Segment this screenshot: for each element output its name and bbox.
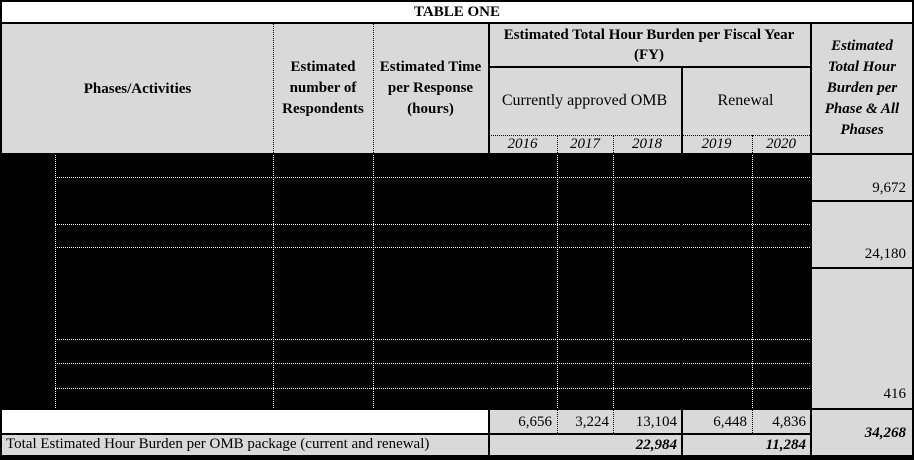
- grid-line: [613, 135, 614, 155]
- grid-line: [752, 135, 753, 155]
- table-outer-border-left: [0, 0, 2, 460]
- grid-line: [613, 155, 614, 410]
- grid-line: [557, 410, 558, 433]
- grid-line: [557, 155, 558, 410]
- column-header-respondents: Estimated number of Respondents: [282, 59, 364, 117]
- phase-total-value-2: 24,180: [864, 246, 906, 262]
- redacted-content-region: [2, 155, 810, 410]
- year-header-2016: 2016: [507, 136, 538, 152]
- grid-line: [55, 339, 810, 340]
- year-header-2017: 2017: [570, 136, 600, 152]
- package-total-label: Total Estimated Hour Burden per OMB pack…: [6, 436, 430, 452]
- grid-line: [273, 24, 274, 155]
- table-outer-border-top: [0, 0, 914, 2]
- current-package-total: 22,984: [635, 437, 677, 453]
- fy-burden-line2: (FY): [634, 47, 664, 63]
- grid-line: [273, 155, 274, 410]
- grid-line: [55, 388, 810, 389]
- renewal-package-total: 11,284: [765, 437, 806, 453]
- year-header-2019: 2019: [701, 136, 732, 152]
- border-line: [810, 22, 812, 456]
- group-header-currently-approved: Currently approved OMB: [501, 91, 668, 109]
- column-header-phase-total: Estimated Total Hour Burden per Phase & …: [824, 38, 900, 138]
- column-header-time-per-response: Estimated Time per Response (hours): [379, 59, 482, 117]
- grid-line: [373, 24, 374, 155]
- border-line: [2, 153, 912, 155]
- border-line: [2, 22, 912, 24]
- border-line: [488, 22, 490, 456]
- grid-line: [55, 247, 810, 248]
- table-title: TABLE ONE: [414, 4, 500, 20]
- grid-line: [55, 155, 56, 410]
- column-header-fy-burden: Estimated Total Hour Burden per Fiscal Y…: [490, 24, 808, 66]
- border-line: [488, 66, 810, 68]
- column-header-phases: Phases/Activities: [83, 80, 192, 97]
- grid-line: [557, 135, 558, 155]
- fy-total-2017: 3,224: [575, 413, 609, 430]
- grid-line: [55, 177, 810, 178]
- grid-line: [752, 155, 753, 410]
- border-line: [2, 408, 912, 410]
- header-background: [2, 22, 912, 155]
- grid-line: [613, 410, 614, 433]
- table-outer-border-bottom: [0, 455, 914, 460]
- fy-total-2019: 6,448: [713, 413, 747, 430]
- phase-total-value-3: 416: [883, 386, 907, 402]
- package-row-background: [2, 433, 810, 456]
- border-line: [812, 200, 912, 202]
- year-header-2020: 2020: [766, 136, 796, 152]
- group-header-renewal: Renewal: [717, 91, 774, 109]
- border-line: [2, 433, 810, 435]
- phase-total-value-1: 9,672: [872, 180, 906, 196]
- fy-total-2016: 6,656: [518, 413, 552, 430]
- fy-total-2018: 13,104: [635, 413, 677, 430]
- border-line: [812, 267, 912, 269]
- grid-line: [55, 363, 810, 364]
- phase-total-column-background: [812, 155, 912, 456]
- totals-row-empty-cell: [2, 410, 488, 433]
- all-phases-grand-total: 34,268: [864, 425, 906, 441]
- grid-line: [488, 135, 810, 136]
- fy-total-2020: 4,836: [772, 413, 806, 430]
- border-line: [681, 66, 683, 456]
- grid-line: [55, 224, 810, 225]
- table-outer-border-right: [912, 0, 914, 460]
- fy-burden-line1: Estimated Total Hour Burden per Fiscal Y…: [503, 27, 795, 43]
- year-header-2018: 2018: [632, 136, 662, 152]
- totals-row-values-background: [488, 410, 810, 433]
- grid-line: [752, 410, 753, 433]
- grid-line: [373, 155, 374, 410]
